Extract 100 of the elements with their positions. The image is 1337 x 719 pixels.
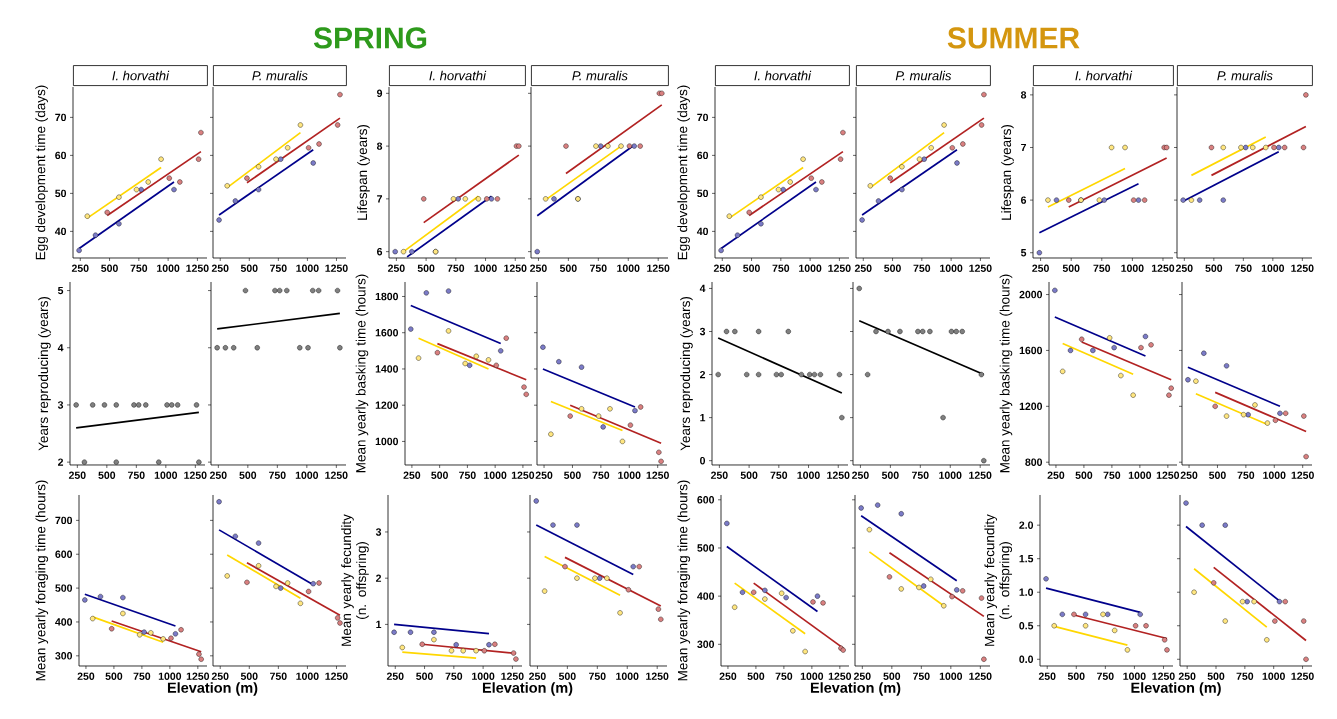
- y-axis-title: Years reproducing (years): [680, 296, 693, 451]
- x-tick-label: 250: [71, 264, 89, 272]
- x-tick-label: 500: [881, 471, 899, 479]
- x-tick-label: 750: [1236, 672, 1254, 680]
- x-tick-label: 750: [445, 672, 463, 680]
- x-tick-label: 250: [1180, 471, 1198, 479]
- x-tick-label: 500: [1207, 672, 1225, 680]
- x-tick-label: 750: [1093, 264, 1111, 272]
- x-tick-label: 1000: [1261, 264, 1285, 272]
- y-tick-label: 50: [55, 189, 67, 198]
- x-tick-label: 500: [564, 471, 581, 479]
- x-tick-label: 1000: [939, 471, 962, 479]
- x-tick-label: 750: [590, 264, 607, 272]
- x-tick-label: 750: [913, 264, 931, 272]
- y-tick-label: 3: [375, 528, 382, 536]
- x-tick-label: 750: [1235, 264, 1252, 272]
- y-tick-label: 40: [54, 227, 67, 236]
- x-tick-label: 1250: [969, 264, 992, 272]
- x-tick-label: 1000: [797, 471, 820, 479]
- y-tick-label: 400: [697, 592, 715, 600]
- x-tick-label: 750: [133, 672, 151, 680]
- y-axis-title: Egg development time (days): [677, 85, 690, 260]
- x-tick-label: 250: [535, 471, 553, 479]
- x-tick-label: 1000: [296, 672, 319, 680]
- x-tick-label: 750: [772, 264, 790, 272]
- y-tick-label: 600: [55, 550, 73, 558]
- x-tick-label: 750: [1097, 672, 1114, 680]
- chart-title: P. muralis: [1217, 70, 1273, 81]
- x-tick-label: 250: [68, 471, 86, 479]
- x-tick-label: 1000: [939, 672, 963, 680]
- x-tick-label: 1000: [154, 471, 178, 479]
- text: SPRING: [313, 27, 427, 49]
- chart-title: I. horvathi: [754, 70, 812, 81]
- x-tick-label: 500: [417, 264, 435, 272]
- y-tick-label: 1: [376, 620, 382, 628]
- y-tick-label: 0: [700, 456, 706, 465]
- y-tick-label: 1800: [375, 292, 399, 301]
- y-tick-label: 600: [697, 496, 715, 504]
- x-tick-label: 1000: [1263, 471, 1286, 479]
- chart-title: I. horvathi: [429, 70, 487, 81]
- x-tick-label: 1000: [296, 264, 319, 272]
- x-tick-label: 500: [747, 672, 765, 680]
- y-axis-title: Egg development time (days): [35, 85, 48, 260]
- x-tick-label: 500: [743, 264, 760, 272]
- x-tick-label: 1250: [1151, 264, 1175, 272]
- x-tick-label: 1250: [501, 672, 524, 680]
- x-tick-label: 1000: [474, 264, 497, 272]
- x-tick-label: 1000: [800, 672, 824, 680]
- y-tick-label: 3: [699, 327, 706, 336]
- x-tick-label: 1250: [325, 264, 348, 272]
- x-tick-label: 1250: [511, 471, 535, 479]
- x-tick-label: 750: [128, 471, 145, 479]
- y-axis-title: Mean yearly fecundity (n. offspring): [341, 514, 369, 646]
- x-tick-label: 500: [416, 672, 433, 680]
- y-tick-label: 5: [57, 286, 64, 295]
- x-tick-label: 1000: [618, 471, 641, 479]
- x-axis-title: Elevation (m): [482, 682, 573, 696]
- x-tick-label: 250: [854, 264, 872, 272]
- x-tick-label: 250: [387, 264, 405, 272]
- y-tick-label: 400: [55, 618, 73, 626]
- x-tick-label: 1250: [1291, 264, 1314, 272]
- y-tick-label: 8: [1020, 91, 1027, 99]
- y-tick-label: 4: [699, 284, 706, 293]
- x-tick-label: 250: [77, 672, 95, 680]
- x-tick-label: 1250: [184, 471, 207, 479]
- chart-title: I. horvathi: [1075, 70, 1133, 81]
- x-tick-label: 1000: [940, 264, 963, 272]
- x-tick-label: 750: [913, 672, 930, 680]
- x-tick-label: 750: [1103, 471, 1121, 479]
- x-tick-label: 1250: [504, 264, 527, 272]
- y-tick-label: 1.0: [1019, 588, 1034, 596]
- x-tick-label: 1250: [186, 264, 209, 272]
- y-tick-label: 0.5: [1019, 622, 1034, 630]
- x-tick-label: 1000: [295, 471, 319, 479]
- y-tick-label: 60: [55, 151, 67, 160]
- x-tick-label: 1000: [484, 471, 507, 479]
- x-tick-label: 250: [719, 672, 737, 680]
- y-tick-label: 60: [697, 151, 709, 160]
- y-tick-label: 1400: [375, 365, 399, 373]
- x-tick-label: 250: [403, 471, 421, 479]
- y-tick-label: 2: [700, 370, 706, 379]
- x-tick-label: 500: [1062, 264, 1080, 272]
- x-tick-label: 750: [912, 471, 929, 479]
- x-tick-label: 750: [130, 264, 148, 272]
- y-axis-title: Mean yearly basking time (hours): [355, 274, 369, 473]
- x-tick-label: 250: [1175, 264, 1193, 272]
- y-tick-label: 2.0: [1019, 521, 1034, 529]
- x-tick-label: 1000: [617, 264, 640, 272]
- x-tick-label: 500: [1067, 672, 1085, 680]
- y-tick-label: 4: [57, 344, 64, 352]
- y-tick-label: 6: [1021, 196, 1027, 204]
- y-tick-label: 300: [697, 640, 715, 649]
- y-tick-label: 2000: [1019, 290, 1043, 299]
- y-tick-label: 40: [696, 227, 709, 236]
- x-tick-label: 250: [853, 672, 871, 680]
- x-tick-label: 750: [459, 471, 476, 479]
- chart-title: P. muralis: [572, 70, 628, 81]
- y-axis-title: Years reproducing (years): [38, 296, 51, 451]
- x-tick-label: 1250: [828, 672, 852, 680]
- x-tick-label: 1250: [828, 264, 851, 272]
